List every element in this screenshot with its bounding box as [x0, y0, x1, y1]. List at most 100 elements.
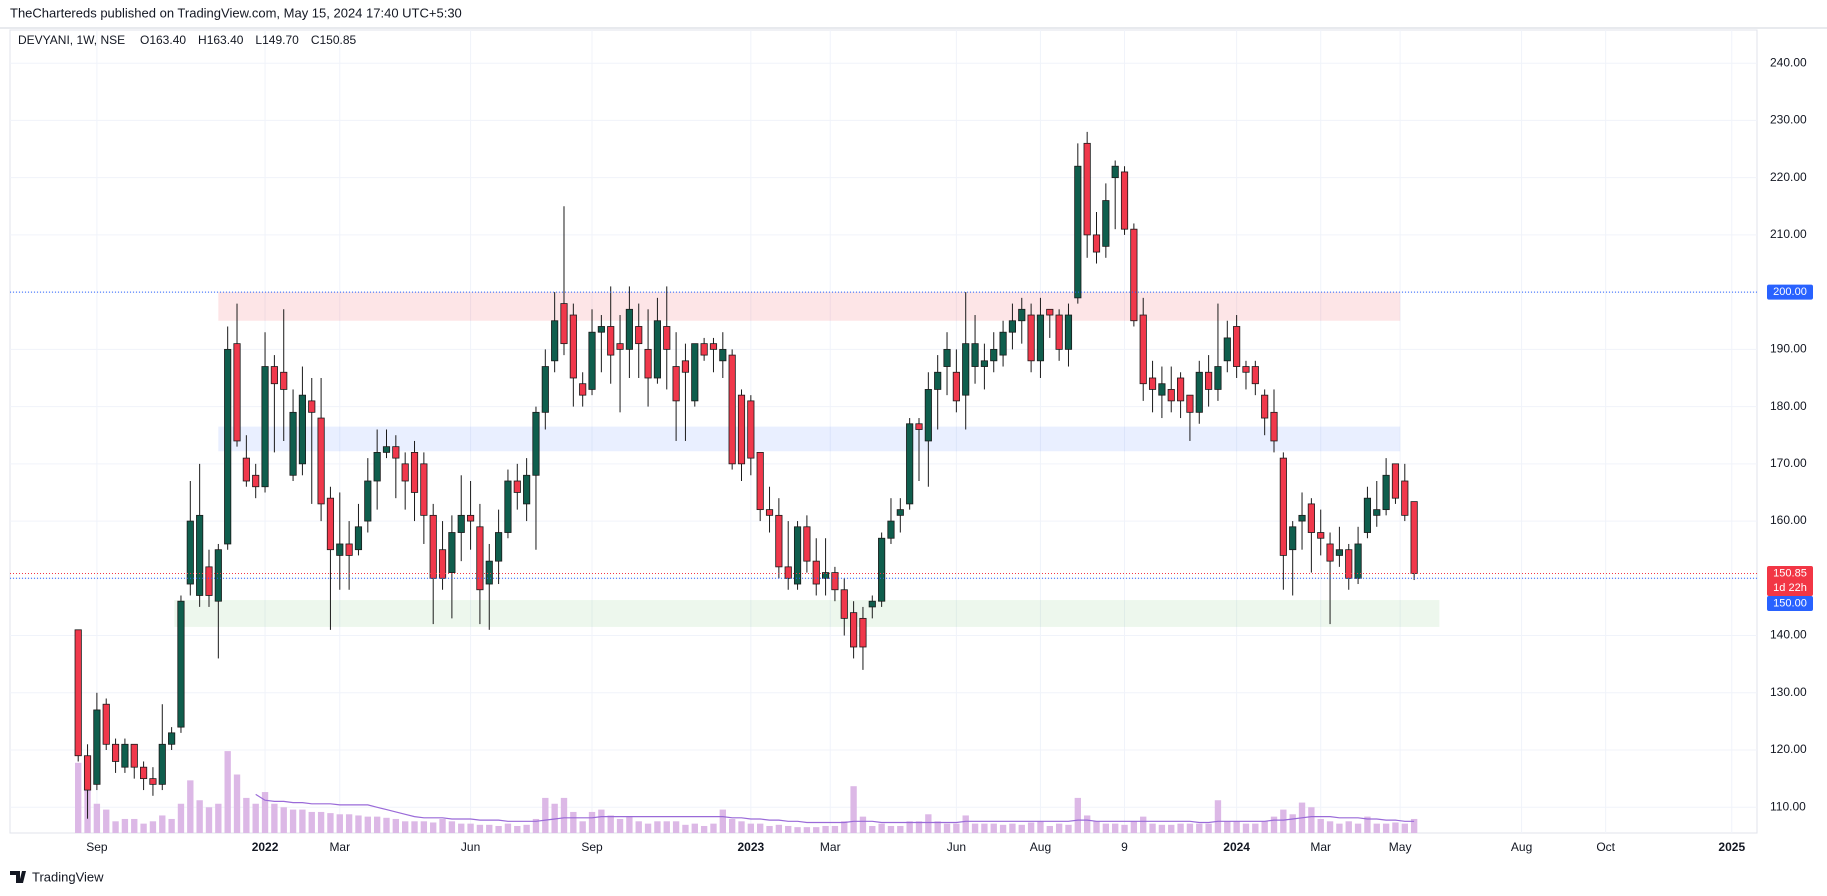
candle-body — [1036, 314, 1045, 362]
volume-bar — [355, 815, 362, 833]
candle-body — [1064, 314, 1073, 350]
volume-bar — [383, 817, 390, 833]
volume-bar — [897, 825, 904, 833]
candle-body — [382, 446, 391, 453]
candle-body — [93, 709, 101, 785]
symbol: DEVYANI, 1W, NSE — [18, 33, 125, 47]
volume-bar — [411, 821, 418, 833]
volume-bar — [719, 809, 726, 833]
volume-bar — [981, 823, 988, 833]
volume-bar — [448, 821, 456, 833]
candle-body — [1027, 314, 1035, 362]
x-tick-label: Aug — [1030, 840, 1051, 854]
volume-bar — [420, 821, 428, 833]
candle-body — [812, 560, 820, 585]
candle-body — [513, 480, 521, 493]
volume-bar — [1093, 821, 1100, 833]
volume-bar — [878, 823, 885, 833]
candle-body — [878, 537, 886, 602]
volume-bar — [616, 818, 624, 833]
candle-body — [345, 543, 353, 556]
volume-bar — [345, 814, 353, 833]
candle-body — [1391, 463, 1400, 499]
volume-bar — [1224, 821, 1231, 833]
candle-body — [261, 366, 269, 488]
candle-body — [1326, 543, 1334, 562]
volume-bar — [588, 811, 596, 833]
candle-body — [1410, 501, 1418, 574]
tradingview-logo — [10, 871, 26, 883]
candle-body — [635, 326, 643, 345]
footer: TradingView — [32, 869, 104, 884]
candle-body — [672, 366, 680, 402]
candle-body — [541, 366, 549, 413]
candle-body — [214, 549, 222, 602]
volume-bar — [850, 786, 857, 833]
price-tag-label: 150.00 — [1773, 597, 1807, 609]
candle-body — [1018, 308, 1026, 322]
candle-body — [401, 463, 409, 482]
volume-bar — [327, 813, 334, 833]
candle-body — [579, 383, 587, 396]
volume-bar — [1270, 816, 1278, 833]
price-tag-label: 150.85 — [1773, 567, 1807, 579]
candle-body — [653, 320, 661, 379]
volume-bar — [822, 825, 829, 833]
volume-bar — [1364, 816, 1371, 833]
candle-body — [523, 474, 531, 505]
volume-bar — [1102, 823, 1110, 833]
candle-body — [476, 526, 484, 591]
volume-bar — [1242, 823, 1250, 833]
candle-body — [140, 766, 148, 780]
volume-bar — [532, 818, 540, 833]
candle-body — [924, 389, 932, 442]
volume-bar — [373, 816, 381, 833]
volume-bar — [570, 811, 577, 833]
candle-body — [560, 303, 568, 345]
volume-bar — [1177, 823, 1184, 833]
candle-body — [364, 480, 372, 522]
volume-bar — [495, 825, 502, 833]
x-tick-label: Mar — [329, 840, 350, 854]
candle-body — [410, 451, 419, 493]
volume-bar — [635, 821, 642, 833]
candle-body — [485, 560, 493, 585]
candle-body — [896, 509, 904, 516]
x-tick-label: Mar — [1310, 840, 1331, 854]
x-tick-label: Jun — [461, 840, 480, 854]
y-tick-label: 120.00 — [1770, 742, 1807, 756]
volume-bar — [598, 809, 605, 833]
price-tag — [1767, 284, 1813, 300]
candle-body — [158, 743, 166, 785]
candle-body — [1223, 337, 1231, 362]
candle-body — [784, 566, 792, 579]
volume-bar — [159, 815, 166, 833]
price-tag-label: 200.00 — [1773, 286, 1807, 298]
candle-body — [887, 520, 895, 539]
ohlc-label: O163.40 — [140, 33, 186, 47]
candle-body — [980, 360, 988, 367]
candle-body — [588, 331, 596, 390]
volume-bar — [934, 821, 941, 833]
candle-body — [438, 549, 447, 579]
candle-body — [747, 400, 755, 459]
volume-bar — [1083, 815, 1091, 833]
candle-body — [971, 343, 979, 367]
candle-body — [962, 343, 970, 396]
candle-body — [822, 572, 830, 579]
volume-bar — [299, 809, 306, 833]
candle-body — [74, 629, 82, 757]
y-tick-label: 140.00 — [1770, 628, 1807, 642]
volume-bar — [1140, 816, 1147, 833]
volume-bar — [542, 797, 549, 833]
candle-body — [354, 526, 363, 551]
candle-body — [1251, 366, 1259, 385]
volume-bar — [1065, 824, 1072, 833]
volume-bar — [1149, 823, 1156, 833]
candle-body — [186, 520, 194, 585]
candle-body — [663, 326, 671, 350]
volume-bar — [906, 821, 913, 833]
y-tick-label: 230.00 — [1770, 113, 1807, 127]
y-tick-label: 240.00 — [1770, 55, 1807, 69]
volume-bar — [1392, 822, 1399, 833]
